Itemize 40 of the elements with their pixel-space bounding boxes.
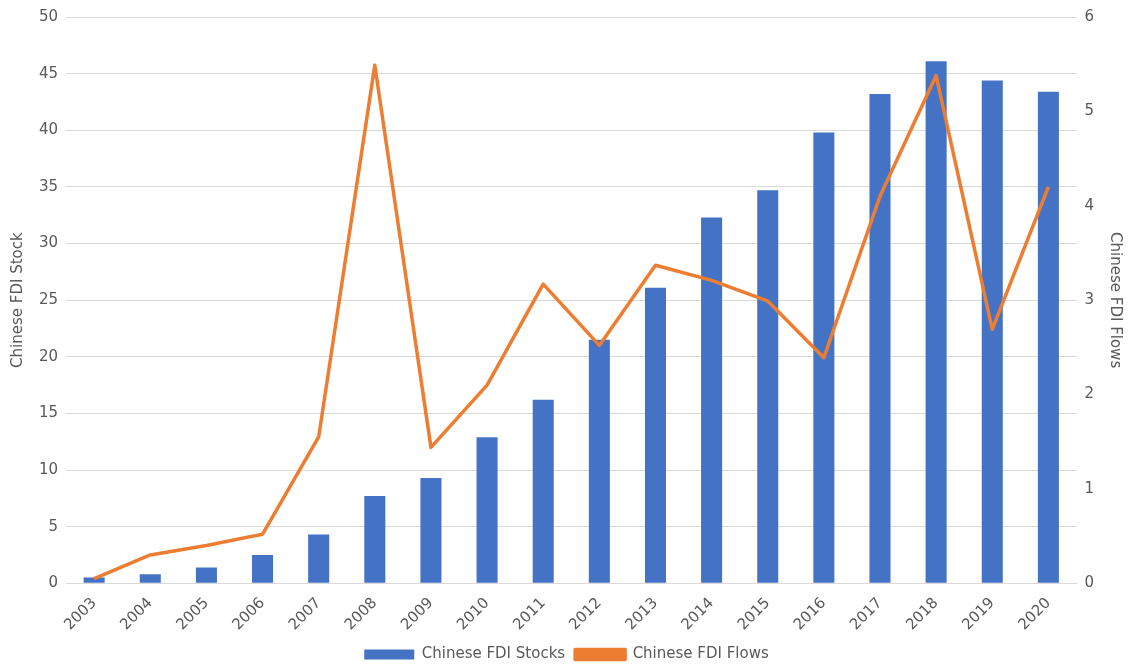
y-tick-label: 30 xyxy=(38,233,59,252)
legend-label: Chinese FDI Flows xyxy=(632,644,769,663)
y-axis-title: Chinese FDI Stock xyxy=(7,232,26,368)
bar xyxy=(420,477,442,583)
y2-tick-label: 1 xyxy=(1084,478,1094,497)
y2-tick-label: 4 xyxy=(1084,195,1094,214)
bar xyxy=(813,132,835,583)
bar xyxy=(1037,91,1059,583)
legend-label: Chinese FDI Stocks xyxy=(421,644,566,663)
y2-tick-label: 3 xyxy=(1084,290,1094,309)
bar xyxy=(252,554,274,583)
y-tick-label: 25 xyxy=(38,290,59,309)
y-tick-label: 45 xyxy=(38,63,59,82)
y-tick-label: 10 xyxy=(38,459,59,478)
bar xyxy=(532,399,554,583)
bar xyxy=(308,534,330,583)
y-tick-label: 35 xyxy=(38,176,59,195)
bar xyxy=(701,217,723,583)
y-tick-label: 5 xyxy=(48,516,59,535)
bar xyxy=(476,437,498,583)
bar xyxy=(364,496,386,583)
y2-axis-title: Chinese FDI Flows xyxy=(1107,232,1126,369)
y-tick-label: 15 xyxy=(38,403,59,422)
bar xyxy=(869,94,891,583)
bar xyxy=(83,577,105,583)
y-tick-label: 20 xyxy=(38,346,59,365)
y-tick-label: 0 xyxy=(48,573,59,592)
y2-tick-label: 5 xyxy=(1084,101,1094,120)
y2-tick-label: 2 xyxy=(1084,384,1094,403)
y2-tick-label: 6 xyxy=(1084,6,1094,25)
bar xyxy=(588,339,610,583)
y-tick-label: 40 xyxy=(38,120,59,139)
bar xyxy=(757,190,779,583)
y2-tick-label: 0 xyxy=(1084,573,1094,592)
y-tick-label: 50 xyxy=(38,6,59,25)
bar xyxy=(139,574,161,583)
bar xyxy=(981,80,1003,583)
bar xyxy=(925,61,947,583)
bar xyxy=(195,567,217,583)
bar xyxy=(644,287,666,583)
